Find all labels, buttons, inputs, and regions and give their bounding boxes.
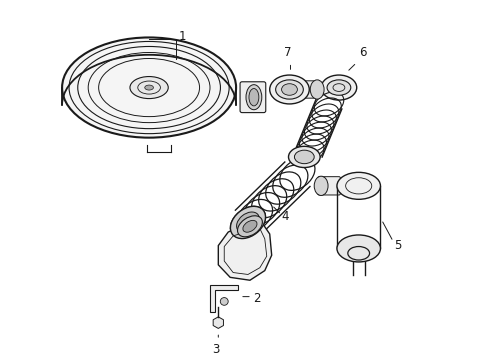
Ellipse shape	[294, 150, 314, 164]
Ellipse shape	[249, 89, 259, 106]
Polygon shape	[210, 285, 238, 312]
Ellipse shape	[237, 212, 259, 233]
Ellipse shape	[270, 75, 309, 104]
Ellipse shape	[289, 146, 320, 167]
Text: 7: 7	[284, 46, 291, 59]
Ellipse shape	[246, 85, 262, 110]
Ellipse shape	[230, 206, 266, 239]
Polygon shape	[219, 217, 271, 280]
Ellipse shape	[220, 298, 228, 305]
Polygon shape	[213, 317, 223, 328]
Ellipse shape	[337, 235, 380, 262]
Ellipse shape	[145, 85, 153, 90]
Ellipse shape	[238, 216, 262, 237]
Ellipse shape	[337, 172, 380, 199]
FancyBboxPatch shape	[298, 81, 320, 98]
Ellipse shape	[310, 80, 324, 99]
Text: 5: 5	[394, 239, 402, 252]
Text: 2: 2	[253, 292, 260, 305]
Text: 1: 1	[179, 30, 186, 43]
Ellipse shape	[327, 80, 351, 95]
Ellipse shape	[282, 84, 297, 95]
Text: 3: 3	[213, 343, 220, 356]
FancyBboxPatch shape	[318, 177, 341, 195]
FancyBboxPatch shape	[240, 82, 266, 113]
Ellipse shape	[243, 220, 257, 232]
Text: 4: 4	[282, 210, 289, 223]
Ellipse shape	[130, 77, 168, 99]
Ellipse shape	[276, 80, 303, 99]
Text: 6: 6	[359, 46, 366, 59]
Ellipse shape	[314, 176, 328, 195]
Ellipse shape	[62, 37, 236, 138]
Ellipse shape	[321, 75, 357, 100]
